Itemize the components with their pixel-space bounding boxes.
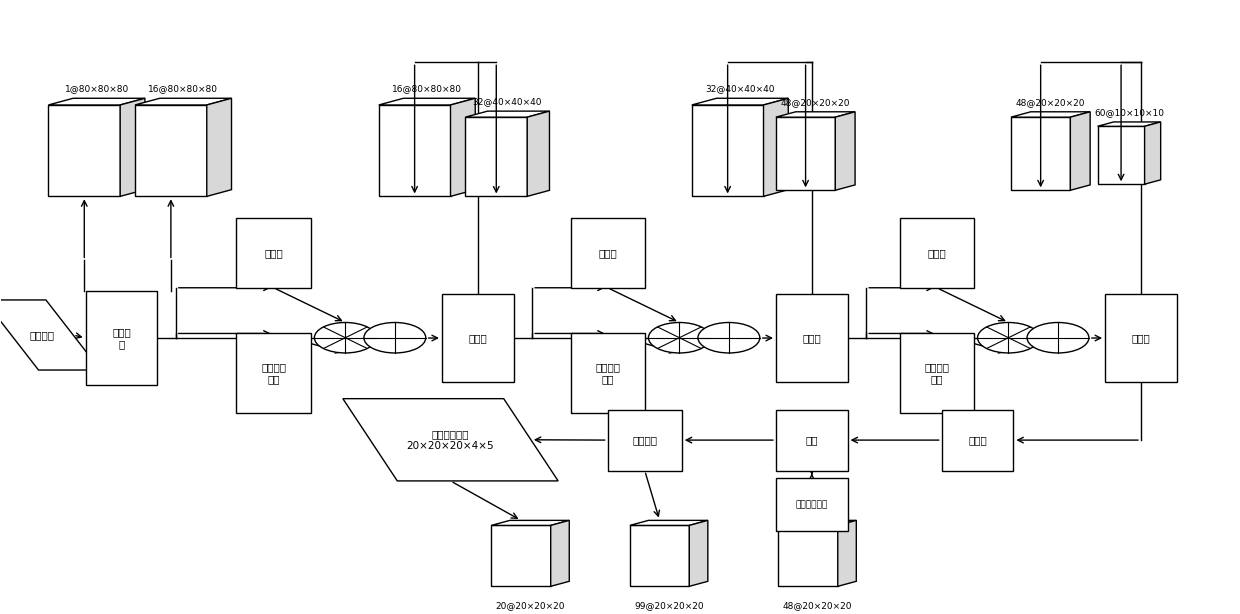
Polygon shape [207,98,232,196]
Polygon shape [1011,112,1090,117]
Text: 32@40×40×40: 32@40×40×40 [706,84,775,93]
Bar [237,333,311,413]
Text: 下采样: 下采样 [802,333,821,343]
Polygon shape [692,98,789,105]
Text: 连接: 连接 [806,435,818,445]
Bar [237,218,311,288]
Text: 60@10×10×10: 60@10×10×10 [1094,108,1164,117]
Polygon shape [630,521,708,526]
Circle shape [315,322,376,353]
Bar [86,291,157,385]
Text: 预处理
块: 预处理 块 [112,327,130,349]
Bar [776,478,848,532]
Text: 16@80×80×80: 16@80×80×80 [149,84,218,93]
Text: 输入位置信息: 输入位置信息 [796,500,828,509]
Text: 99@20×20×20: 99@20×20×20 [634,602,703,610]
Bar [570,333,645,413]
Polygon shape [48,98,145,105]
Polygon shape [838,521,857,586]
Text: 下采样: 下采样 [1131,333,1151,343]
Bar [441,294,513,382]
Polygon shape [465,111,549,117]
Polygon shape [1097,122,1161,126]
Text: 残差块: 残差块 [928,247,946,258]
Polygon shape [135,105,207,196]
Polygon shape [776,117,836,190]
Polygon shape [450,98,475,196]
Text: 32@40×40×40: 32@40×40×40 [472,97,542,106]
Circle shape [649,322,711,353]
Circle shape [698,322,760,353]
Polygon shape [491,526,551,586]
Polygon shape [836,112,856,190]
Polygon shape [120,98,145,196]
Polygon shape [551,521,569,586]
Bar [899,218,973,288]
Polygon shape [776,112,856,117]
Text: 后处理块: 后处理块 [632,435,657,445]
Polygon shape [689,521,708,586]
Polygon shape [378,98,475,105]
Text: 注意力模
块１: 注意力模 块１ [595,362,620,384]
Polygon shape [692,105,764,196]
Polygon shape [343,398,558,481]
Polygon shape [465,117,527,196]
Text: 输出预测结果
20×20×20×4×5: 输出预测结果 20×20×20×4×5 [407,429,495,451]
Bar [899,333,973,413]
Polygon shape [1070,112,1090,190]
Polygon shape [779,526,838,586]
Text: 残差块: 残差块 [598,247,618,258]
Circle shape [1027,322,1089,353]
Polygon shape [1011,117,1070,190]
Text: 残差块: 残差块 [264,247,283,258]
Text: 16@80×80×80: 16@80×80×80 [392,84,463,93]
Polygon shape [1097,126,1145,184]
Polygon shape [527,111,549,196]
Text: 注意力模
块２: 注意力模 块２ [924,362,950,384]
Text: 1@80×80×80: 1@80×80×80 [64,84,129,93]
Bar [776,410,848,470]
Polygon shape [0,300,100,370]
Text: 20@20×20×20: 20@20×20×20 [496,602,565,610]
Text: 48@20×20×20: 48@20×20×20 [781,98,851,107]
Bar [941,410,1013,470]
Polygon shape [135,98,232,105]
Circle shape [977,322,1039,353]
Text: 48@20×20×20: 48@20×20×20 [1016,98,1085,107]
Polygon shape [764,98,789,196]
Polygon shape [491,521,569,526]
Bar [776,294,848,382]
Polygon shape [630,526,689,586]
Bar [608,410,682,470]
Text: 上采样: 上采样 [968,435,987,445]
Text: 注意力模
块１: 注意力模 块１ [262,362,286,384]
Circle shape [363,322,425,353]
Polygon shape [48,105,120,196]
Text: 输入数据: 输入数据 [30,330,55,340]
Text: 下采样: 下采样 [469,333,487,343]
Polygon shape [378,105,450,196]
Bar [570,218,645,288]
Text: 48@20×20×20: 48@20×20×20 [782,602,852,610]
Polygon shape [779,521,857,526]
Bar [1105,294,1177,382]
Polygon shape [1145,122,1161,184]
